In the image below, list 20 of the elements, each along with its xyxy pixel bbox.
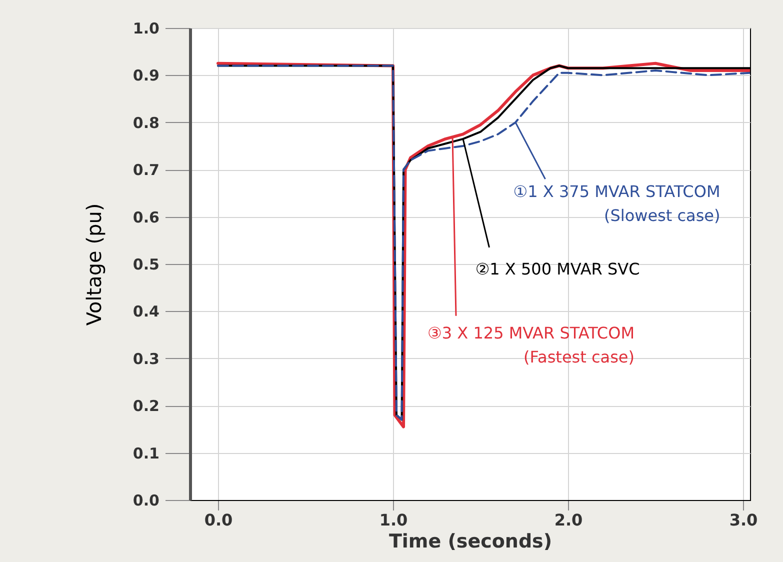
annotation: ①1 X 375 MVAR STATCOM (Slowest case) [513, 182, 720, 225]
x-tick-label: 3.0 [729, 510, 758, 530]
annotation: ②1 X 500 MVAR SVC [475, 260, 640, 279]
y-tick-label: 0.7 [132, 161, 160, 180]
y-tick-label: 0.2 [132, 397, 160, 416]
y-tick-label: 0.9 [132, 66, 160, 85]
y-tick-label: 0.6 [132, 208, 160, 226]
x-axis-title: Time (seconds) [388, 530, 552, 552]
x-tick-label: 0.0 [204, 510, 233, 530]
y-tick-label: 0.5 [132, 256, 160, 274]
y-tick-label: 0.3 [132, 350, 160, 368]
y-tick-label: 0.0 [132, 492, 160, 510]
x-tick-label: 1.0 [379, 510, 408, 530]
y-tick-label: 0.1 [132, 444, 160, 462]
annotation: ③3 X 125 MVAR STATCOM (Fastest case) [428, 323, 634, 366]
y-tick-label: 1.0 [132, 20, 160, 38]
y-tick-label: 0.8 [132, 114, 160, 132]
y-axis-title: Voltage (pu) [82, 203, 106, 326]
y-tick-label: 0.4 [132, 302, 160, 321]
x-tick-label: 2.0 [554, 510, 583, 530]
